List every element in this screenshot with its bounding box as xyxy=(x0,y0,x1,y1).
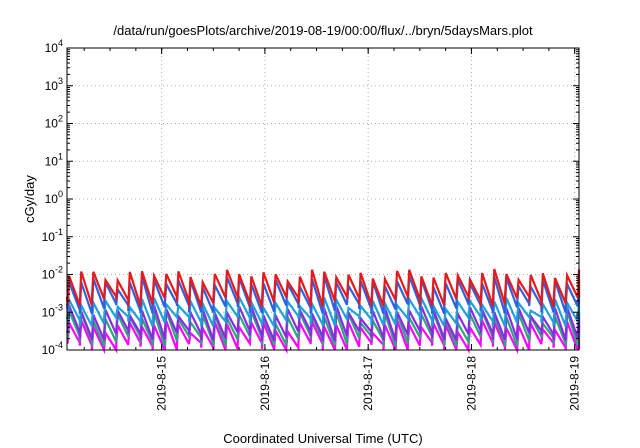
x-tick-label: 2019-8-16 xyxy=(258,356,272,411)
y-tick-label: 101 xyxy=(45,151,63,168)
y-tick-label: 100 xyxy=(45,189,63,206)
y-tick-label: 102 xyxy=(45,114,63,131)
x-axis-label: Coordinated Universal Time (UTC) xyxy=(223,431,422,446)
y-tick-label: 104 xyxy=(45,38,63,55)
x-tick-label: 2019-8-15 xyxy=(155,356,169,411)
x-tick-label: 2019-8-19 xyxy=(568,356,582,411)
series-line xyxy=(65,268,581,308)
y-axis-label: cGy/day xyxy=(22,175,37,223)
y-tick-label: 10-4 xyxy=(42,340,63,357)
y-axis: 10-4 10-3 10-2 10-1 100 101 102 103 104 xyxy=(42,38,579,357)
series-group xyxy=(65,268,581,355)
x-tick-label: 2019-8-17 xyxy=(361,356,375,411)
y-tick-label: 10-2 xyxy=(42,265,63,282)
chart-title: /data/run/goesPlots/archive/2019-08-19/0… xyxy=(113,23,533,38)
y-tick-label: 103 xyxy=(45,76,63,93)
y-tick-label: 10-1 xyxy=(42,227,63,244)
x-axis: 2019-8-15 2019-8-16 2019-8-17 2019-8-18 2019… xyxy=(83,48,582,411)
y-tick-label: 10-3 xyxy=(42,302,63,319)
x-tick-label: 2019-8-18 xyxy=(464,356,478,411)
